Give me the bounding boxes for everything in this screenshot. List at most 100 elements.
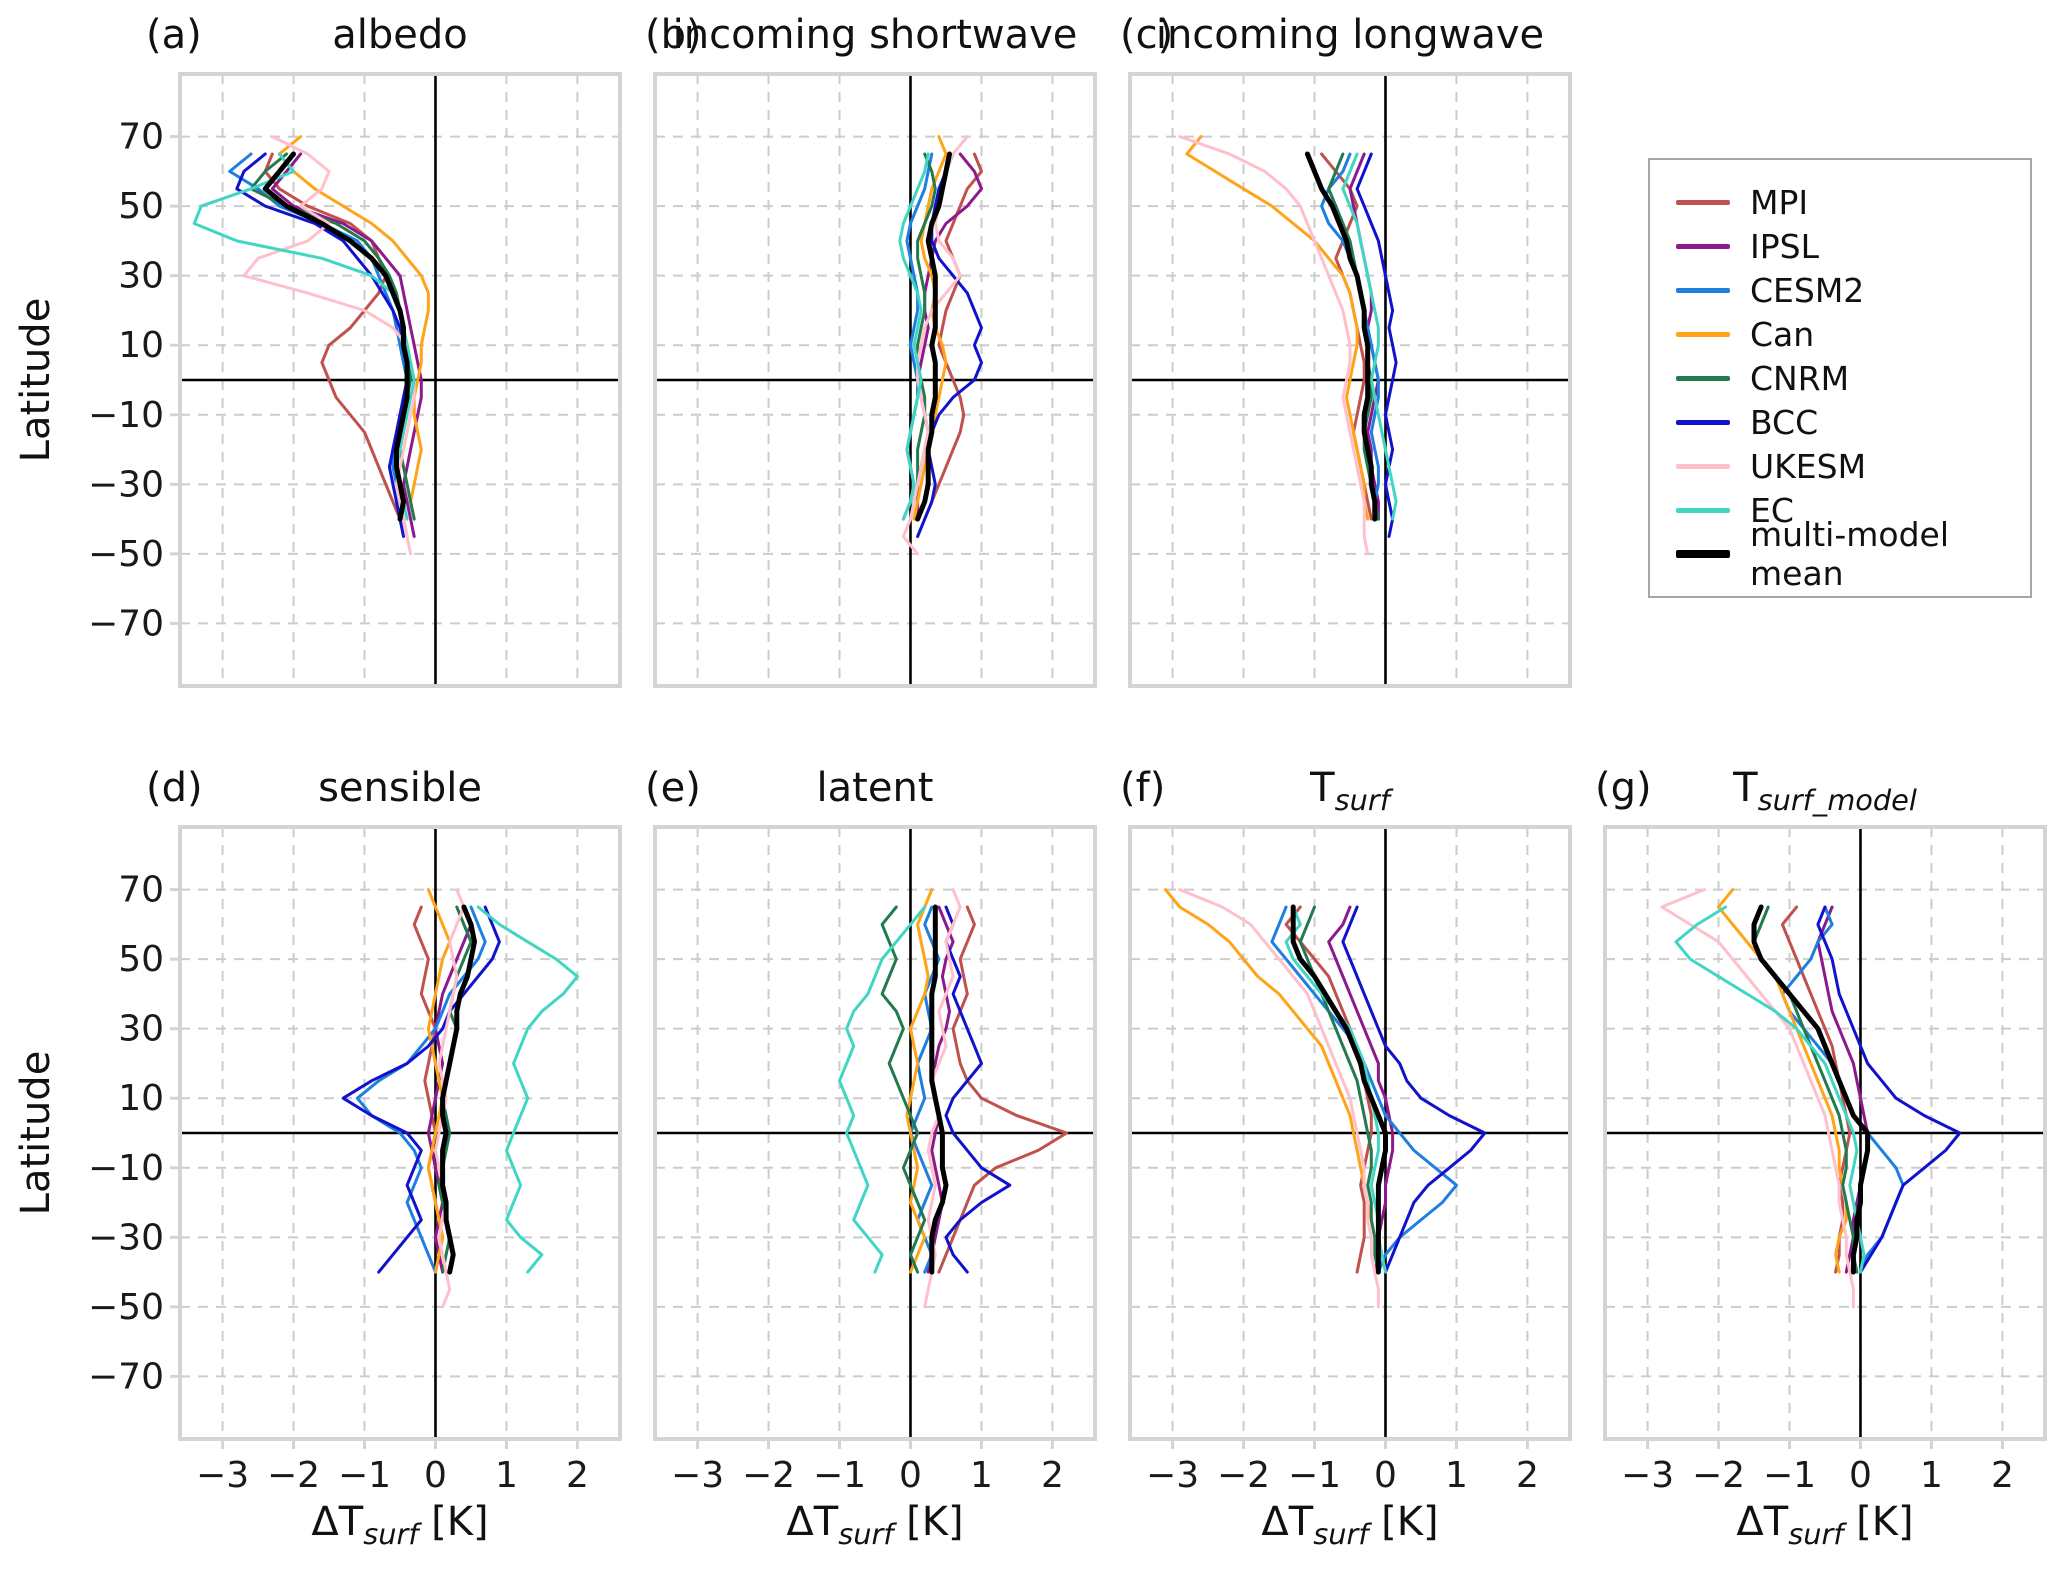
x-axis-label-f: ΔTsurf [K] — [1261, 1499, 1439, 1551]
series-line-multi-model-mean — [1290, 904, 1388, 1275]
legend-label: Can — [1750, 314, 1815, 354]
plot-e: −3 −2 −1 0 1 2 — [653, 825, 1097, 1496]
y-tick-label: 10 — [118, 1078, 164, 1119]
panel-d: (d) sensible 70 50 30 10 −10 −30 −50 −70 −3 −2 −1 0 1 2… — [80, 765, 630, 1551]
panel-e: (e) latent −3 −2 −1 0 1 2 ΔTsurf [K] — [645, 765, 1105, 1551]
x-tick-label: 0 — [899, 1455, 922, 1496]
x-tick-label: 1 — [970, 1455, 993, 1496]
panel-header-c: (c) incoming longwave — [1120, 12, 1580, 64]
y-axis-label-top: Latitude — [13, 297, 59, 463]
plot-c — [1128, 72, 1572, 688]
series-line-can — [1185, 135, 1370, 521]
series-line-multi-model-mean — [1304, 151, 1378, 522]
legend-label: IPSL — [1750, 226, 1819, 266]
x-tick-label: −3 — [196, 1455, 249, 1496]
legend-label: CNRM — [1750, 358, 1850, 398]
y-tick-label: 10 — [118, 325, 164, 366]
x-tick-label: −1 — [338, 1455, 391, 1496]
x-tick-label: −1 — [1763, 1455, 1816, 1496]
legend-line-swatch — [1676, 419, 1730, 425]
legend-item-cnrm: CNRM — [1650, 356, 2030, 400]
series-line-cnrm — [909, 152, 937, 521]
legend-line-swatch — [1676, 243, 1730, 249]
x-tick-label: 1 — [1445, 1455, 1468, 1496]
plot-frame — [653, 72, 1097, 688]
series-line-can — [426, 888, 452, 1274]
series-line-can — [277, 135, 430, 521]
y-axis-label-bottom: Latitude — [13, 1050, 59, 1216]
series-line-bcc — [1341, 905, 1487, 1274]
plot-f: −3 −2 −1 0 1 2 — [1128, 825, 1572, 1496]
x-tick-label: 2 — [566, 1455, 589, 1496]
series-line-cnrm — [1298, 905, 1380, 1274]
panel-a: (a) albedo 70 50 30 10 −10 −30 −50 −70 — [80, 12, 630, 696]
series-line-bcc — [944, 905, 1012, 1274]
panel-g: (g) Tsurf_model −3 −2 −1 0 1 2 ΔTsurf [K] — [1595, 765, 2055, 1551]
series-line-multi-model-mean — [262, 151, 410, 522]
panel-letter-e: (e) — [645, 765, 701, 811]
series-line-can — [905, 888, 934, 1274]
legend-label: multi-model mean — [1750, 515, 1949, 593]
bottom-panel-row: (d) sensible 70 50 30 10 −10 −30 −50 −70 −3 −2 −1 0 1 2… — [80, 765, 2055, 1551]
series-line-bcc — [1816, 905, 1962, 1274]
series-line-ukesm — [1178, 888, 1380, 1309]
legend-line-swatch — [1676, 375, 1730, 381]
panel-header-f: (f) Tsurf — [1120, 765, 1580, 817]
series-line-ipsl — [426, 905, 473, 1274]
series-line-multi-model-mean — [929, 904, 949, 1275]
x-tick-label: −3 — [1621, 1455, 1674, 1496]
x-tick-label: 0 — [1849, 1455, 1872, 1496]
y-tick-label: 50 — [118, 939, 164, 980]
panel-title-d: sensible — [318, 765, 482, 811]
x-axis-label-e: ΔTsurf [K] — [786, 1499, 964, 1551]
series-line-ipsl — [1327, 905, 1395, 1274]
panel-letter-g: (g) — [1595, 765, 1652, 811]
x-tick-label: 0 — [424, 1455, 447, 1496]
plot-frame — [653, 825, 1097, 1441]
y-tick-label: 70 — [118, 870, 164, 911]
x-tick-label: −3 — [671, 1455, 724, 1496]
series-line-mpi — [1780, 905, 1852, 1274]
y-tick-label: 30 — [118, 1009, 164, 1050]
xlabel-subscript: surf — [1313, 1517, 1369, 1551]
panel-c: (c) incoming longwave — [1120, 12, 1580, 696]
y-tick-label: −10 — [88, 395, 164, 436]
legend-label: EC — [1750, 490, 1794, 530]
x-tick-label: 2 — [1516, 1455, 1539, 1496]
y-tick-label: −50 — [88, 534, 164, 575]
x-axis-label-g: ΔTsurf [K] — [1736, 1499, 1914, 1551]
series-line-ec — [476, 905, 579, 1274]
x-tick-label: 1 — [495, 1455, 518, 1496]
series-line-mpi — [263, 152, 402, 521]
x-axis-label-d: ΔTsurf [K] — [311, 1499, 489, 1551]
series-line-ec — [898, 152, 930, 521]
x-tick-label: 2 — [1991, 1455, 2014, 1496]
xlabel-subscript: surf — [1788, 1517, 1844, 1551]
x-tick-label: −2 — [1692, 1455, 1745, 1496]
series-line-multi-model-mean — [915, 151, 952, 522]
y-tick-label: 70 — [118, 117, 164, 158]
series-line-bcc — [1355, 152, 1398, 538]
x-tick-label: −2 — [1217, 1455, 1270, 1496]
panel-letter-d: (d) — [146, 765, 203, 811]
y-tick-label: −50 — [88, 1287, 164, 1328]
panel-f: (f) Tsurf −3 −2 −1 0 1 2 ΔTsurf [K] — [1120, 765, 1580, 1551]
series-line-ukesm — [434, 888, 466, 1309]
panel-letter-b: (b) — [645, 12, 702, 58]
panel-title-c: incoming longwave — [1155, 12, 1545, 58]
legend-line-swatch — [1676, 507, 1730, 513]
y-tick-label: 50 — [118, 186, 164, 227]
panel-title-a: albedo — [332, 12, 468, 58]
legend-item-mpi: MPI — [1650, 180, 2030, 224]
panel-header-b: (b) incoming shortwave — [645, 12, 1105, 64]
panel-title-f: Tsurf — [1310, 765, 1390, 817]
y-tick-label: 30 — [118, 256, 164, 297]
series-line-cesm2 — [1270, 905, 1458, 1274]
legend-item-can: Can — [1650, 312, 2030, 356]
legend-label: BCC — [1750, 402, 1819, 442]
y-tick-label: −30 — [88, 1217, 164, 1258]
panel-title-b: incoming shortwave — [672, 12, 1078, 58]
series-line-ec — [1674, 905, 1866, 1274]
x-tick-label: 2 — [1041, 1455, 1064, 1496]
